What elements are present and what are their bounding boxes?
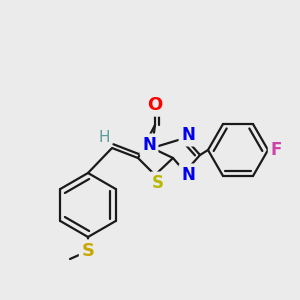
Text: H: H [98, 130, 110, 146]
Text: S: S [82, 242, 94, 260]
Text: S: S [152, 174, 164, 192]
Text: N: N [142, 136, 156, 154]
Text: N: N [181, 166, 195, 184]
Text: N: N [181, 126, 195, 144]
Text: O: O [147, 96, 163, 114]
Text: F: F [270, 141, 282, 159]
